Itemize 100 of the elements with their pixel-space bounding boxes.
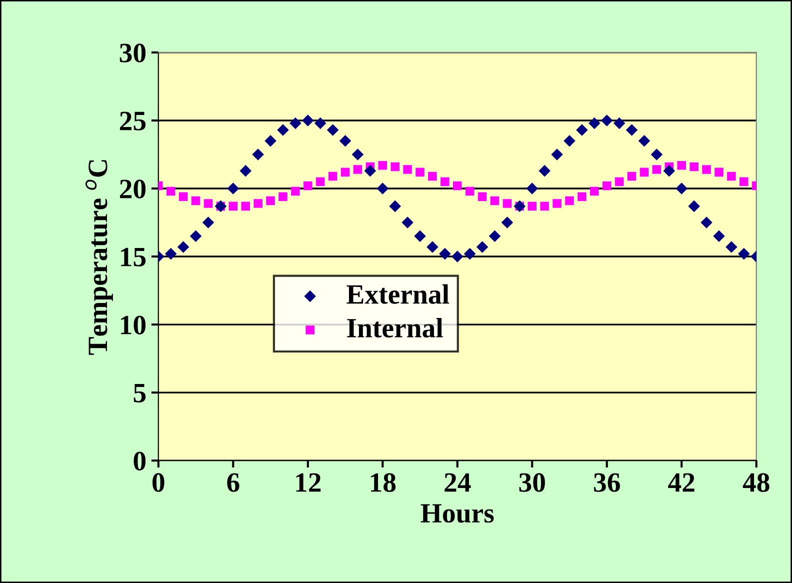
point (190, 230, 202, 242)
point (713, 230, 725, 242)
point (314, 117, 326, 130)
point (204, 199, 213, 208)
point (352, 148, 364, 160)
x-tick-label: 30 (519, 473, 545, 492)
x-tick-label: 36 (594, 473, 620, 492)
y-tick-label: 5 (134, 384, 146, 402)
x-tick-label: 6 (227, 473, 240, 492)
point (590, 186, 599, 196)
y-tick-label: 25 (120, 112, 146, 130)
point (638, 135, 650, 147)
point (353, 165, 362, 174)
point (528, 202, 537, 211)
y-tick-label: 15 (121, 248, 146, 266)
y-axis-title: Temperature $^{o}$C (85, 160, 113, 355)
point (339, 135, 352, 147)
point (490, 196, 500, 206)
point (738, 248, 750, 260)
y-tick-label: 20 (120, 180, 146, 198)
point (389, 200, 401, 212)
point (166, 186, 176, 196)
point (228, 202, 238, 211)
point (688, 200, 700, 212)
point (403, 165, 412, 174)
point (663, 164, 676, 177)
point (726, 241, 738, 253)
point (677, 160, 686, 170)
point (202, 216, 214, 228)
point (402, 216, 414, 228)
x-tick-label: 42 (668, 473, 694, 492)
point (364, 164, 376, 177)
point (702, 165, 711, 174)
point (650, 148, 663, 160)
legend-label: External (346, 284, 450, 304)
point (502, 199, 512, 208)
point (540, 202, 549, 211)
point (578, 192, 586, 202)
point (304, 181, 312, 190)
x-axis-title: Hours (420, 504, 494, 523)
point (328, 172, 338, 181)
point (452, 181, 462, 190)
point (426, 241, 438, 253)
point (740, 177, 748, 186)
point (465, 186, 474, 196)
point (576, 124, 588, 136)
point (602, 181, 612, 190)
point (588, 117, 600, 130)
point (627, 172, 636, 181)
point (676, 182, 688, 194)
point (614, 177, 624, 186)
x-tick-label: 0 (152, 473, 164, 492)
point (416, 168, 424, 177)
y-tick-label: 10 (121, 316, 146, 334)
y-tick-label: 0 (134, 452, 146, 470)
point (240, 164, 252, 177)
point (241, 202, 250, 211)
point (564, 135, 576, 147)
point (440, 177, 450, 186)
point (451, 250, 464, 262)
point (526, 182, 538, 194)
point (340, 168, 350, 177)
point (428, 172, 437, 181)
point (390, 162, 400, 172)
point (316, 177, 325, 186)
point (727, 172, 736, 181)
point (551, 148, 563, 160)
point (177, 241, 190, 253)
point (378, 160, 388, 170)
y-tick-label: 30 (120, 44, 146, 62)
x-tick-label: 48 (742, 473, 770, 492)
point (178, 192, 188, 202)
legend-label: Internal (347, 318, 443, 338)
point (414, 230, 426, 242)
point (640, 168, 649, 177)
point (227, 182, 240, 194)
point (700, 216, 712, 228)
point (264, 135, 276, 147)
point (538, 164, 550, 177)
point (476, 241, 488, 253)
point (278, 192, 288, 202)
x-tick-label: 18 (370, 473, 396, 492)
point (291, 186, 300, 196)
point (488, 230, 501, 242)
point (376, 182, 389, 194)
point (652, 165, 662, 174)
point (613, 117, 626, 130)
point (302, 114, 314, 126)
point (714, 168, 724, 177)
point (326, 124, 339, 136)
point (690, 162, 698, 172)
point (478, 192, 487, 202)
point (552, 199, 562, 208)
point (254, 199, 262, 208)
point (277, 124, 289, 136)
point (191, 196, 200, 206)
x-tick-label: 24 (444, 473, 471, 492)
point (164, 248, 177, 260)
point (464, 248, 476, 260)
x-tick-label: 12 (296, 473, 321, 492)
